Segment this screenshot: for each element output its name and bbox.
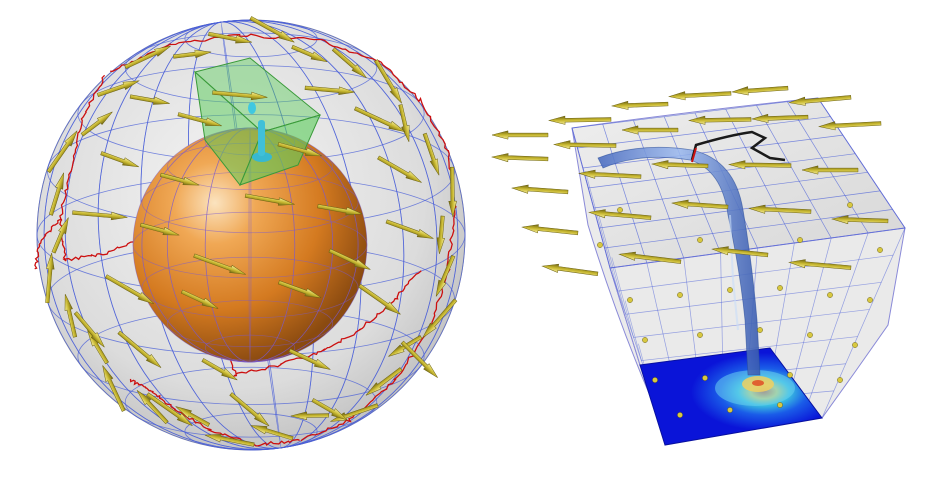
- grid-node: [727, 287, 732, 292]
- grid-node: [697, 237, 702, 242]
- grid-node: [652, 377, 657, 382]
- grid-node: [867, 297, 872, 302]
- vector-arrow: [512, 184, 568, 196]
- vector-arrow: [612, 100, 668, 110]
- vector-arrow: [669, 89, 731, 101]
- grid-node: [797, 237, 802, 242]
- grid-node: [697, 332, 702, 337]
- grid-node: [877, 247, 882, 252]
- grid-node: [677, 412, 682, 417]
- contour-peak: [752, 380, 764, 386]
- cyan-structure-tip: [248, 102, 256, 114]
- vector-arrow: [549, 115, 611, 124]
- grid-node: [787, 372, 792, 377]
- vector-arrow: [492, 153, 548, 163]
- grid-node: [597, 242, 602, 247]
- grid-node: [777, 402, 782, 407]
- spherical-shell-view: [9, 0, 493, 478]
- grid-node: [777, 285, 782, 290]
- grid-node: [837, 377, 842, 382]
- grid-node: [617, 207, 622, 212]
- grid-node: [627, 297, 632, 302]
- vector-arrow: [492, 131, 548, 139]
- grid-node: [702, 375, 707, 380]
- regional-box-view: [492, 84, 905, 445]
- vector-arrow: [732, 84, 788, 96]
- grid-node: [852, 342, 857, 347]
- grid-node: [642, 337, 647, 342]
- grid-node: [727, 407, 732, 412]
- cyan-structure-stem: [258, 120, 265, 156]
- grid-node: [847, 202, 852, 207]
- vector-arrow: [542, 262, 599, 278]
- vector-arrow: [522, 223, 579, 237]
- grid-node: [807, 332, 812, 337]
- grid-node: [757, 327, 762, 332]
- grid-node: [827, 292, 832, 297]
- grid-node: [677, 292, 682, 297]
